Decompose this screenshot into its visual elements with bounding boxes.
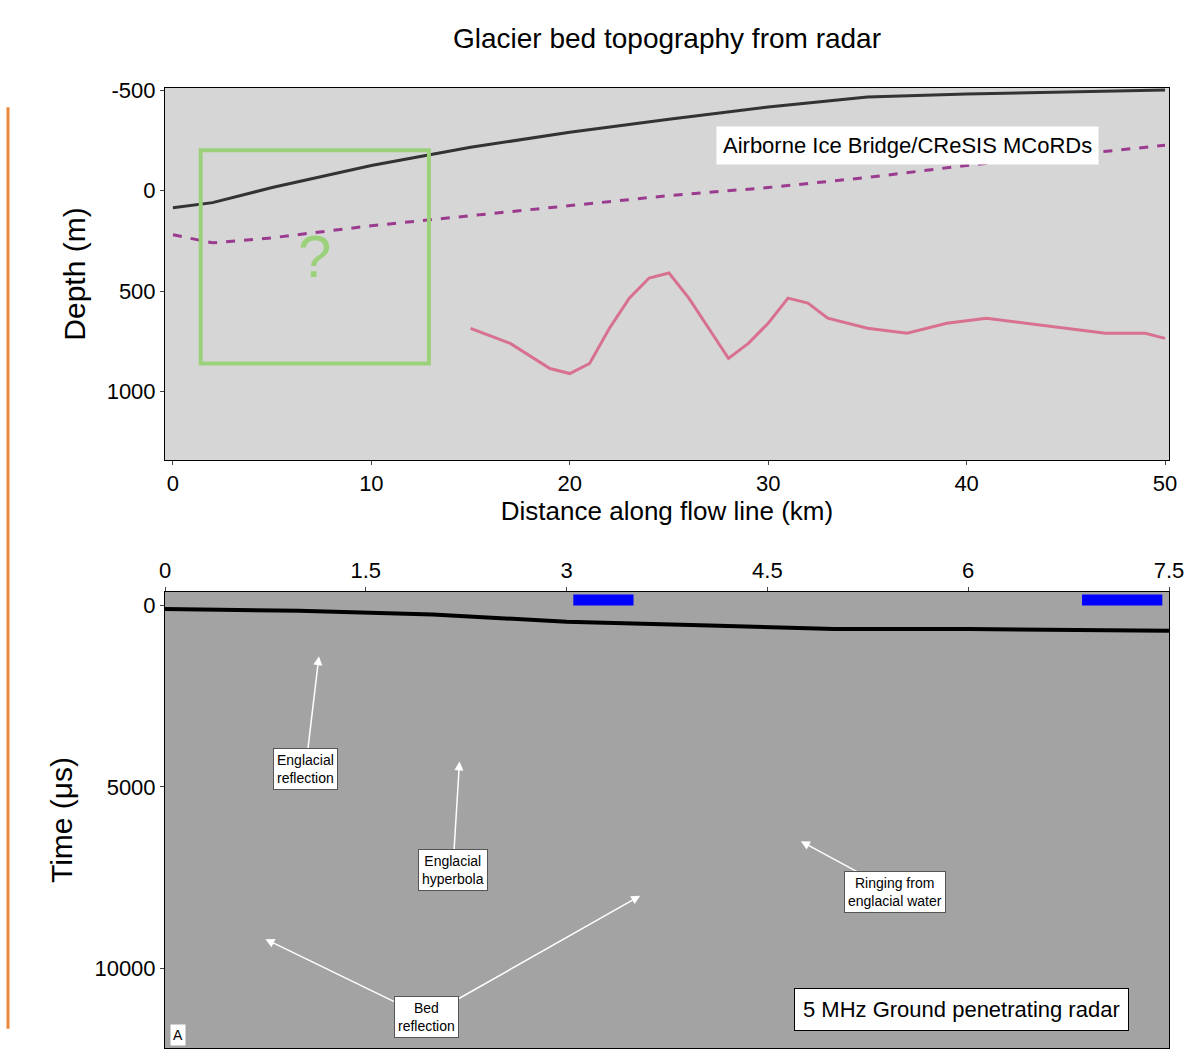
svg-text:1.5: 1.5	[351, 558, 382, 583]
svg-text:1000: 1000	[107, 379, 156, 404]
svg-text:Depth (m): Depth (m)	[58, 207, 91, 340]
svg-text:A: A	[173, 1027, 183, 1043]
svg-text:500: 500	[119, 279, 156, 304]
svg-text:0: 0	[143, 593, 155, 618]
svg-text:6: 6	[962, 558, 974, 583]
svg-text:3: 3	[560, 558, 572, 583]
svg-text:10000: 10000	[94, 956, 155, 981]
svg-text:50: 50	[1153, 471, 1177, 496]
svg-text:Englacialreflection: Englacialreflection	[277, 752, 334, 786]
svg-text:40: 40	[954, 471, 978, 496]
svg-text:10: 10	[359, 471, 383, 496]
svg-text:30: 30	[756, 471, 780, 496]
svg-text:20: 20	[558, 471, 582, 496]
svg-text:Bedreflection: Bedreflection	[398, 1000, 455, 1034]
svg-text:Ringing fromenglacial water: Ringing fromenglacial water	[848, 875, 942, 909]
svg-text:Time (μs): Time (μs)	[45, 757, 78, 883]
svg-text:0: 0	[143, 178, 155, 203]
svg-text:5000: 5000	[107, 775, 156, 800]
svg-text:?: ?	[298, 223, 331, 290]
svg-text:Englacialhyperbola: Englacialhyperbola	[422, 853, 484, 887]
svg-text:4.5: 4.5	[752, 558, 783, 583]
svg-text:0: 0	[167, 471, 179, 496]
svg-text:-500: -500	[112, 78, 156, 103]
svg-text:7.5: 7.5	[1154, 558, 1185, 583]
svg-text:0: 0	[159, 558, 171, 583]
svg-text:Glacier bed topography from ra: Glacier bed topography from radar	[453, 23, 881, 54]
svg-text:5 MHz Ground penetrating radar: 5 MHz Ground penetrating radar	[803, 997, 1120, 1022]
svg-text:Distance along flow line (km): Distance along flow line (km)	[501, 496, 833, 526]
svg-text:Airborne Ice Bridge/CReSIS MCo: Airborne Ice Bridge/CReSIS MCoRDs	[723, 133, 1092, 158]
